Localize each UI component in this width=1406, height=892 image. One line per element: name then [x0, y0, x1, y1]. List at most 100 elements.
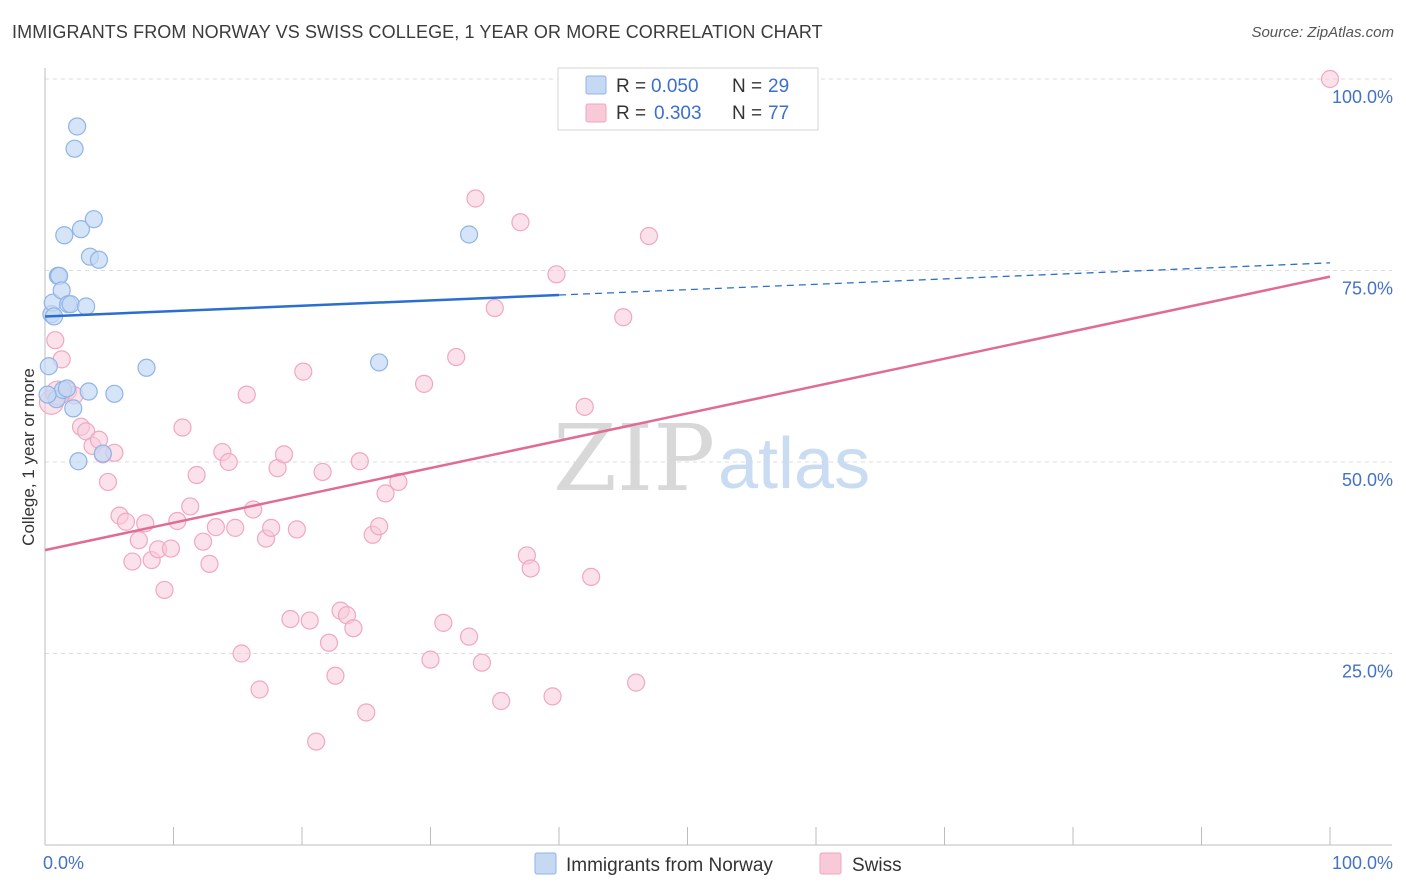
swiss-point-51 — [357, 703, 376, 722]
swiss-point-26 — [200, 554, 219, 573]
watermark: ZIP atlas — [553, 405, 870, 512]
norway-point-27 — [459, 225, 479, 244]
norway-point-22 — [89, 250, 109, 269]
swiss-point-49 — [344, 619, 363, 638]
swiss-point-53 — [370, 517, 389, 536]
legend-r-value-norway: 0.050 — [651, 76, 699, 97]
swiss-point-63 — [485, 298, 504, 318]
swiss-point-61 — [466, 189, 485, 208]
norway-trend-extension — [558, 262, 1331, 296]
norway-point-23 — [93, 444, 112, 463]
swiss-point-62 — [472, 653, 491, 672]
swiss-point-60 — [459, 627, 479, 646]
x-tick-label-start: 0.0% — [43, 853, 84, 873]
norway-point-24 — [105, 384, 124, 403]
legend-swatch-swiss — [585, 103, 607, 123]
swiss-point-40 — [287, 520, 306, 539]
norway-point-26 — [370, 353, 389, 372]
swiss-point-68 — [543, 687, 562, 706]
norway-point-10 — [57, 379, 76, 398]
swiss-point-46 — [326, 666, 345, 685]
norway-point-9 — [55, 226, 74, 245]
swiss-point-69 — [547, 265, 566, 284]
swiss-point-75 — [1320, 69, 1340, 89]
swiss-point-39 — [281, 609, 300, 629]
legend-n-value-swiss: 77 — [768, 103, 789, 124]
swiss-point-71 — [582, 567, 601, 587]
gridlines — [45, 78, 1392, 654]
data-points — [38, 69, 1340, 751]
chart-title: IMMIGRANTS FROM NORWAY VS SWISS COLLEGE,… — [12, 22, 823, 42]
swiss-point-57 — [421, 650, 440, 669]
swiss-point-54 — [376, 484, 395, 503]
norway-point-28 — [38, 385, 57, 404]
swiss-point-27 — [206, 518, 226, 537]
swiss-point-73 — [626, 673, 646, 692]
swiss-point-67 — [521, 559, 540, 578]
norway-point-25 — [137, 358, 156, 377]
norway-point-19 — [79, 382, 98, 401]
swiss-point-32 — [237, 385, 256, 404]
swiss-point-36 — [262, 518, 281, 537]
correlation-legend: R = 0.050 N = 29 R = 0.303 N = 77 — [557, 67, 819, 131]
y-tick-label-1: 75.0% — [1342, 279, 1393, 299]
legend-swatch-immigrants-from-norway — [534, 852, 557, 875]
series-legend: Immigrants from Norway Swiss — [534, 852, 902, 876]
axes — [44, 68, 1392, 846]
legend-swatch-swiss-bottom — [819, 852, 842, 875]
norway-point-14 — [65, 139, 84, 158]
swiss-point-23 — [181, 497, 200, 516]
watermark-zip: ZIP — [553, 405, 715, 512]
swiss-point-38 — [274, 445, 294, 464]
watermark-atlas: atlas — [718, 424, 870, 504]
legend-swatch-norway — [585, 75, 607, 95]
y-axis-label: College, 1 year or more — [19, 368, 38, 546]
legend-label-swiss: Swiss — [852, 855, 902, 876]
y-tick-label-2: 50.0% — [1342, 470, 1393, 490]
trend-lines — [44, 262, 1331, 552]
norway-point-17 — [71, 220, 91, 239]
legend-n-label-norway: N = — [732, 76, 762, 97]
swiss-point-41 — [294, 362, 313, 381]
swiss-point-30 — [226, 518, 245, 537]
swiss-point-34 — [250, 680, 269, 699]
swiss-point-55 — [389, 472, 408, 492]
swiss-point-24 — [187, 465, 206, 485]
y-tick-label-3: 25.0% — [1342, 662, 1393, 682]
swiss-point-56 — [414, 374, 434, 393]
swiss-point-19 — [155, 580, 174, 600]
swiss-point-74 — [639, 226, 659, 246]
norway-point-13 — [64, 399, 83, 418]
norway-trend-line — [44, 293, 560, 318]
swiss-point-14 — [123, 552, 142, 571]
swiss-point-50 — [350, 452, 369, 471]
swiss-trend-line — [44, 275, 1331, 552]
x-tick-label-end: 100.0% — [1332, 853, 1393, 873]
swiss-point-13 — [116, 512, 136, 531]
norway-point-15 — [68, 117, 87, 136]
swiss-point-44 — [313, 462, 332, 482]
swiss-point-10 — [98, 472, 118, 492]
legend-r-label-swiss: R = — [616, 103, 646, 124]
swiss-point-29 — [219, 452, 238, 472]
norway-point-0 — [39, 357, 58, 376]
legend-label-immigrants-from-norway: Immigrants from Norway — [566, 855, 773, 876]
tick-labels: 100.0% 75.0% 50.0% 25.0% 0.0% 100.0% — [43, 87, 1393, 873]
swiss-point-43 — [307, 732, 326, 751]
norway-point-16 — [69, 452, 88, 471]
swiss-point-64 — [492, 691, 511, 711]
legend-r-label-norway: R = — [616, 76, 646, 97]
swiss-point-59 — [447, 347, 466, 367]
swiss-point-31 — [232, 644, 251, 663]
norway-point-12 — [61, 295, 80, 314]
source-label: Source: ZipAtlas.com — [1251, 24, 1394, 41]
swiss-point-45 — [319, 633, 339, 652]
swiss-point-72 — [614, 308, 633, 327]
swiss-point-25 — [193, 532, 213, 551]
swiss-point-65 — [511, 213, 530, 232]
swiss-point-70 — [575, 397, 594, 416]
swiss-point-20 — [161, 539, 181, 558]
y-tick-label-0: 100.0% — [1332, 87, 1393, 107]
legend-n-value-norway: 29 — [768, 76, 789, 97]
